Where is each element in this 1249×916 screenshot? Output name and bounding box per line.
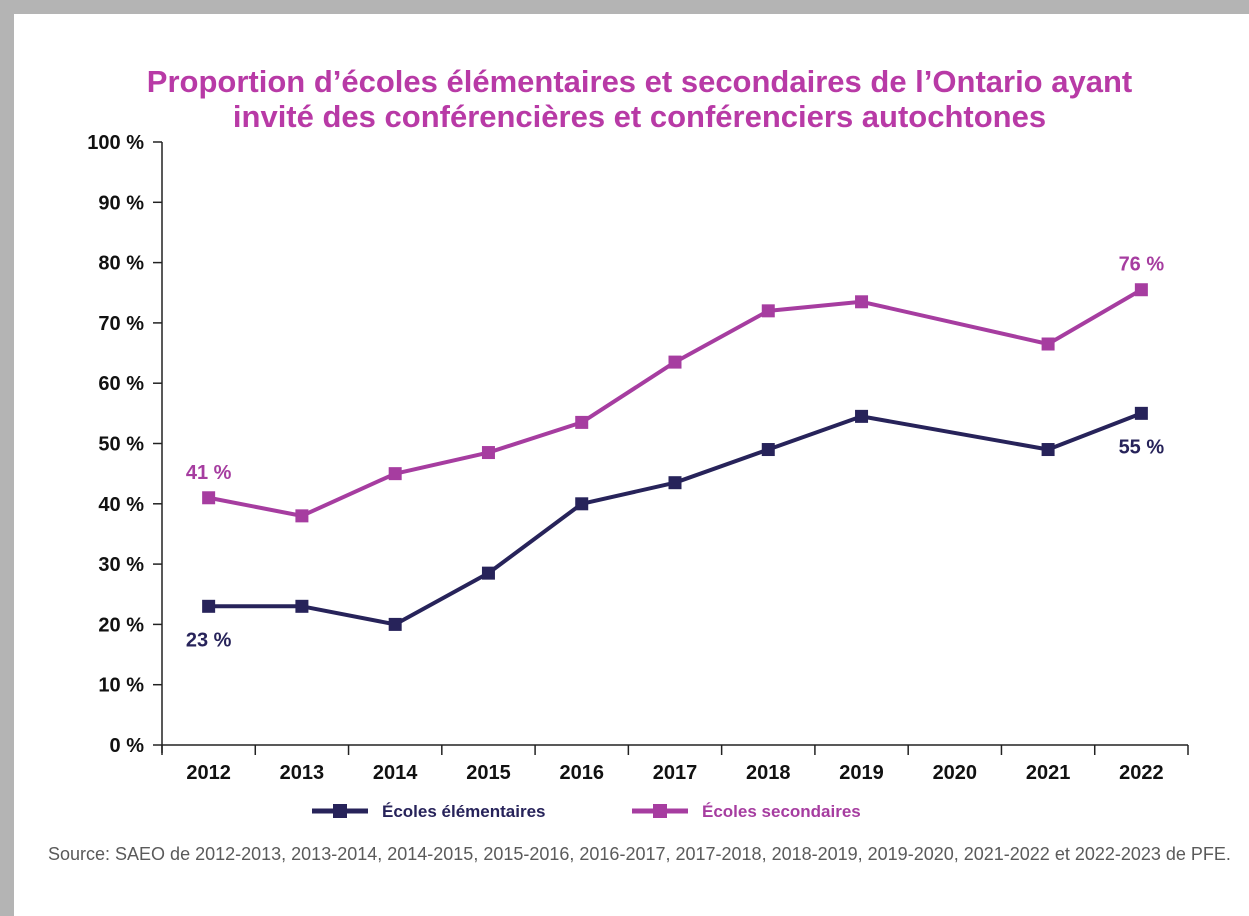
x-tick-label: 2017 xyxy=(653,762,698,784)
x-tick-label: 2020 xyxy=(933,762,978,784)
data-point-0-2 xyxy=(388,617,402,631)
data-point-0-0 xyxy=(202,599,216,613)
data-point-1-1 xyxy=(295,509,309,523)
y-tick-label: 10 % xyxy=(98,675,144,697)
data-point-0-1 xyxy=(295,599,309,613)
y-tick-label: 20 % xyxy=(98,614,144,636)
data-label: 76 % xyxy=(1119,254,1165,276)
y-tick-label: 30 % xyxy=(98,554,144,576)
x-tick-label: 2022 xyxy=(1119,762,1164,784)
legend-label: Écoles élémentaires xyxy=(382,802,545,821)
frame-top-border xyxy=(0,0,1249,14)
data-point-1-4 xyxy=(575,415,589,429)
x-tick-label: 2018 xyxy=(746,762,791,784)
y-tick-label: 60 % xyxy=(98,373,144,395)
source-note: Source: SAEO de 2012-2013, 2013-2014, 20… xyxy=(48,844,1231,864)
x-tick-label: 2013 xyxy=(280,762,325,784)
chart-title-line-2: invité des conférencières et conférencie… xyxy=(232,99,1047,134)
data-label: 55 % xyxy=(1119,436,1165,458)
data-point-0-3 xyxy=(481,566,495,580)
frame-left-border xyxy=(0,0,14,916)
data-point-0-5 xyxy=(668,476,682,490)
y-tick-label: 50 % xyxy=(98,434,144,456)
data-point-0-7 xyxy=(855,409,869,423)
y-tick-label: 100 % xyxy=(87,132,144,154)
legend-swatch-marker xyxy=(653,804,667,818)
data-label: 23 % xyxy=(186,629,232,651)
series-line-0 xyxy=(208,411,1143,627)
data-point-1-9 xyxy=(1041,337,1055,351)
y-tick-label: 80 % xyxy=(98,253,144,275)
data-label: 41 % xyxy=(186,462,232,484)
data-point-1-2 xyxy=(388,467,402,481)
x-tick-label: 2015 xyxy=(466,762,511,784)
data-point-0-9 xyxy=(1041,443,1055,457)
y-tick-label: 0 % xyxy=(110,735,145,757)
y-tick-label: 70 % xyxy=(98,313,144,335)
x-tick-label: 2014 xyxy=(373,762,418,784)
data-point-1-5 xyxy=(668,355,682,369)
legend-label: Écoles secondaires xyxy=(702,802,861,821)
data-point-0-10 xyxy=(1134,406,1148,420)
data-point-1-6 xyxy=(761,304,775,318)
data-point-0-6 xyxy=(761,443,775,457)
x-tick-label: 2016 xyxy=(559,762,604,784)
x-tick-label: 2012 xyxy=(186,762,231,784)
y-tick-label: 40 % xyxy=(98,494,144,516)
x-tick-label: 2019 xyxy=(839,762,884,784)
x-tick-label: 2021 xyxy=(1026,762,1071,784)
data-point-1-7 xyxy=(855,295,869,309)
data-point-1-10 xyxy=(1134,283,1148,297)
series-line-1 xyxy=(208,288,1143,518)
chart-title-line-1: Proportion d’écoles élémentaires et seco… xyxy=(146,64,1133,99)
legend-swatch-marker xyxy=(333,804,347,818)
y-tick-label: 90 % xyxy=(98,192,144,214)
chart-title: Proportion d’écoles élémentaires et seco… xyxy=(30,64,1249,134)
data-point-0-4 xyxy=(575,497,589,511)
data-point-1-3 xyxy=(481,446,495,460)
data-point-1-0 xyxy=(202,491,216,505)
